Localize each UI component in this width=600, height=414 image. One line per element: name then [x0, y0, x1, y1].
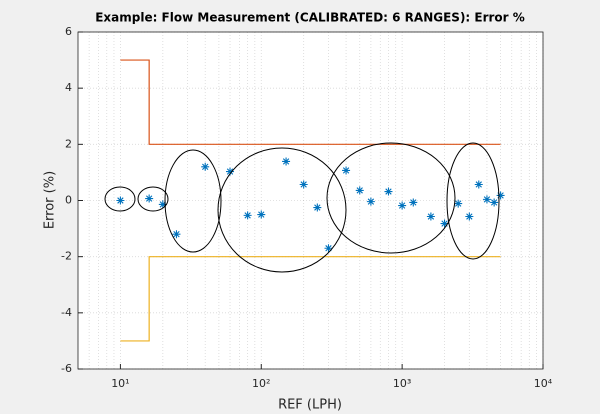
- data-point: [482, 195, 491, 204]
- data-point: [158, 200, 167, 209]
- range-ellipse: [104, 186, 136, 212]
- data-point: [426, 212, 435, 221]
- y-tick-label: 0: [65, 194, 72, 207]
- limit-line: [120, 59, 501, 145]
- x-tick-label: 10¹: [111, 377, 129, 390]
- range-ellipse: [164, 149, 222, 253]
- data-point: [324, 244, 333, 253]
- data-point: [465, 212, 474, 221]
- plot-area: [78, 32, 543, 369]
- data-point: [145, 194, 154, 203]
- y-tick-label: -6: [61, 362, 72, 375]
- range-ellipse: [446, 142, 500, 260]
- data-point: [201, 162, 210, 171]
- data-point: [282, 157, 291, 166]
- data-point: [299, 180, 308, 189]
- data-point: [398, 201, 407, 210]
- data-point: [243, 211, 252, 220]
- data-point: [366, 197, 375, 206]
- y-axis-label: Error (%): [43, 171, 58, 229]
- y-tick-label: -4: [61, 306, 72, 319]
- data-point: [454, 199, 463, 208]
- range-ellipse: [217, 147, 347, 273]
- data-point: [116, 196, 125, 205]
- y-tick-label: -2: [61, 250, 72, 263]
- data-point: [409, 198, 418, 207]
- data-point: [496, 191, 505, 200]
- data-point: [355, 186, 364, 195]
- data-point: [257, 210, 266, 219]
- data-point: [342, 166, 351, 175]
- data-point: [172, 230, 181, 239]
- x-axis-label: REF (LPH): [278, 398, 342, 413]
- y-tick-label: 6: [65, 25, 72, 38]
- x-tick-label: 10³: [393, 377, 411, 390]
- range-ellipses: [104, 142, 500, 273]
- range-ellipse: [326, 142, 456, 254]
- data-point: [490, 198, 499, 207]
- x-tick-label: 10⁴: [534, 377, 553, 390]
- data-point: [440, 219, 449, 228]
- x-tick-label: 10²: [252, 377, 270, 390]
- range-ellipse: [137, 186, 169, 212]
- chart-title: Example: Flow Measurement (CALIBRATED: 6…: [95, 11, 525, 25]
- data-point: [384, 187, 393, 196]
- data-point: [313, 203, 322, 212]
- data-point: [474, 180, 483, 189]
- y-tick-label: 4: [65, 81, 72, 94]
- y-tick-label: 2: [65, 137, 72, 150]
- data-point: [226, 167, 235, 176]
